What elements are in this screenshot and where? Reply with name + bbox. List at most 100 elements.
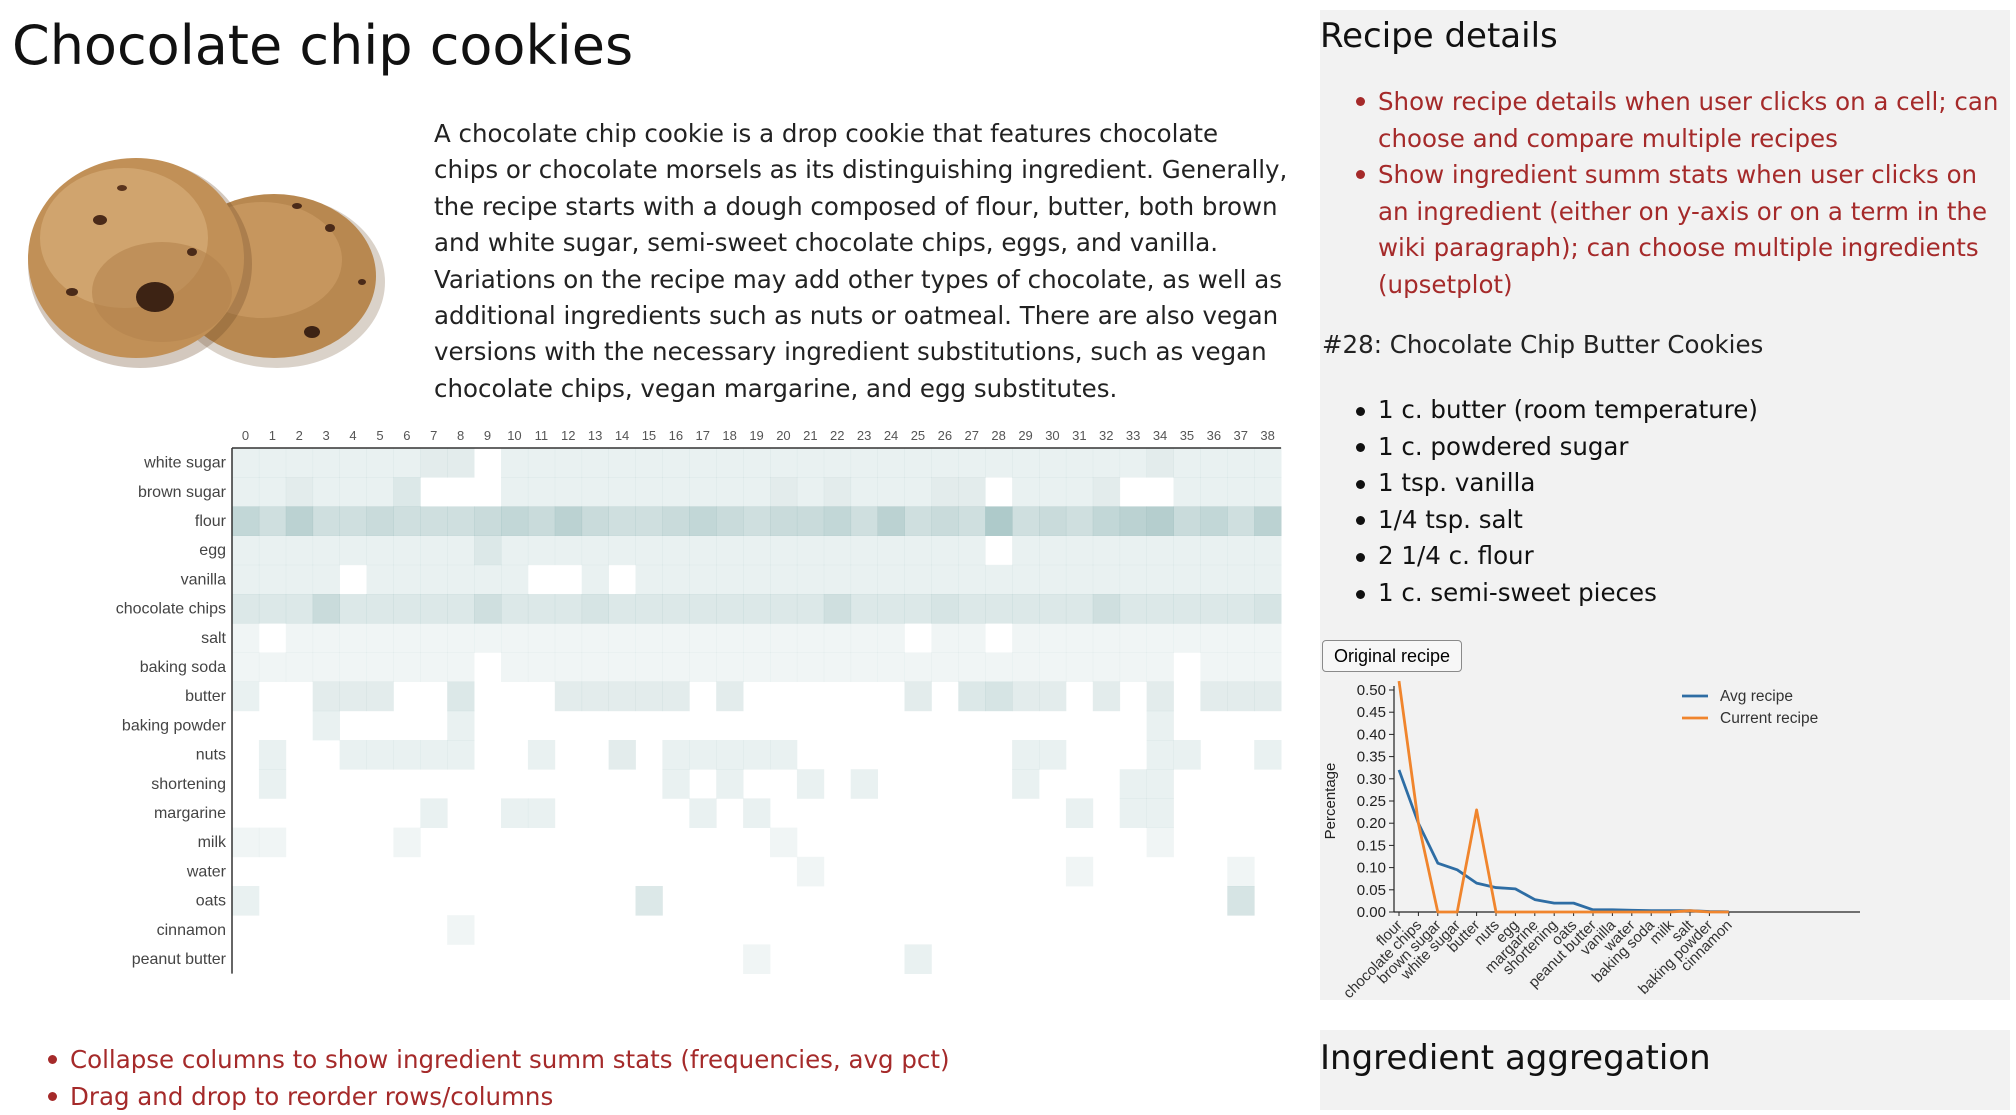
- heatmap-cell[interactable]: [608, 535, 636, 566]
- heatmap-cell[interactable]: [474, 564, 502, 595]
- heatmap-cell[interactable]: [1065, 448, 1094, 478]
- heatmap-cell[interactable]: [931, 506, 959, 536]
- heatmap-cell[interactable]: [1254, 477, 1282, 507]
- heatmap-cell[interactable]: [743, 477, 771, 507]
- heatmap-cell[interactable]: [743, 594, 771, 624]
- row-label[interactable]: nuts: [196, 747, 226, 764]
- heatmap-cell[interactable]: [608, 623, 636, 653]
- heatmap-cell[interactable]: [796, 623, 825, 653]
- heatmap-cell[interactable]: [1092, 652, 1121, 682]
- heatmap-cell[interactable]: [689, 594, 717, 624]
- heatmap-cell[interactable]: [770, 564, 798, 595]
- heatmap-cell[interactable]: [1254, 623, 1282, 653]
- heatmap-cell[interactable]: [393, 652, 421, 682]
- heatmap-cell[interactable]: [1039, 681, 1067, 712]
- heatmap-cell[interactable]: [958, 448, 986, 478]
- heatmap-cell[interactable]: [258, 652, 287, 682]
- heatmap-cell[interactable]: [689, 564, 717, 595]
- heatmap-cell[interactable]: [985, 448, 1013, 478]
- heatmap-cell[interactable]: [258, 769, 287, 799]
- heatmap-cell[interactable]: [393, 827, 421, 858]
- heatmap-cell[interactable]: [339, 623, 367, 653]
- heatmap-cell[interactable]: [1012, 623, 1040, 653]
- heatmap-cell[interactable]: [770, 477, 798, 507]
- heatmap-cell[interactable]: [877, 477, 905, 507]
- heatmap-cell[interactable]: [770, 506, 798, 536]
- heatmap-cell[interactable]: [339, 740, 367, 770]
- heatmap-cell[interactable]: [232, 623, 260, 653]
- heatmap-cell[interactable]: [501, 535, 529, 566]
- heatmap-cell[interactable]: [312, 506, 340, 536]
- row-label[interactable]: cinnamon: [157, 922, 226, 939]
- heatmap-cell[interactable]: [1065, 535, 1094, 566]
- ingredient-heatmap[interactable]: 0 1 2 3 4 5 6 7 8 9 10 11 12 13 14 15 16 17 18 19 20 21 22 23 24…: [0, 420, 1290, 980]
- heatmap-cell[interactable]: [1173, 535, 1201, 566]
- heatmap-cell[interactable]: [474, 535, 502, 566]
- heatmap-cell[interactable]: [393, 623, 421, 653]
- heatmap-cell[interactable]: [1039, 448, 1067, 478]
- heatmap-cell[interactable]: [581, 477, 609, 507]
- heatmap-cell[interactable]: [689, 798, 717, 828]
- column-label[interactable]: 19: [749, 428, 763, 443]
- row-label[interactable]: butter: [185, 688, 227, 705]
- heatmap-cell[interactable]: [662, 769, 690, 799]
- heatmap-cell[interactable]: [662, 681, 690, 712]
- heatmap-cell[interactable]: [1039, 623, 1067, 653]
- heatmap-cell[interactable]: [985, 506, 1013, 536]
- heatmap-cell[interactable]: [1012, 477, 1040, 507]
- heatmap-cell[interactable]: [501, 564, 529, 595]
- heatmap-cell[interactable]: [285, 477, 314, 507]
- column-label[interactable]: 23: [857, 428, 871, 443]
- heatmap-cell[interactable]: [527, 506, 556, 536]
- heatmap-cell[interactable]: [1039, 535, 1067, 566]
- heatmap-cell[interactable]: [1146, 769, 1174, 799]
- heatmap-cell[interactable]: [716, 652, 744, 682]
- heatmap-cell[interactable]: [1227, 564, 1255, 595]
- heatmap-cell[interactable]: [1065, 856, 1094, 887]
- column-label[interactable]: 5: [376, 428, 383, 443]
- heatmap-cell[interactable]: [312, 535, 340, 566]
- heatmap-cell[interactable]: [1065, 798, 1094, 828]
- heatmap-cell[interactable]: [662, 623, 690, 653]
- column-label[interactable]: 16: [669, 428, 683, 443]
- heatmap-cell[interactable]: [1012, 564, 1040, 595]
- heatmap-cell[interactable]: [985, 652, 1013, 682]
- heatmap-cell[interactable]: [958, 652, 986, 682]
- heatmap-cell[interactable]: [1039, 740, 1067, 770]
- column-label[interactable]: 0: [242, 428, 249, 443]
- heatmap-cell[interactable]: [608, 594, 636, 624]
- heatmap-cell[interactable]: [1173, 623, 1201, 653]
- row-label[interactable]: chocolate chips: [116, 601, 226, 618]
- heatmap-cell[interactable]: [850, 506, 878, 536]
- heatmap-cell[interactable]: [796, 769, 825, 799]
- heatmap-cell[interactable]: [258, 448, 287, 478]
- heatmap-cell[interactable]: [1039, 594, 1067, 624]
- heatmap-cell[interactable]: [716, 448, 744, 478]
- heatmap-cell[interactable]: [635, 506, 663, 536]
- heatmap-cell[interactable]: [796, 506, 825, 536]
- heatmap-cell[interactable]: [796, 564, 825, 595]
- heatmap-cell[interactable]: [339, 535, 367, 566]
- heatmap-cell[interactable]: [1065, 564, 1094, 595]
- heatmap-cell[interactable]: [608, 681, 636, 712]
- heatmap-cell[interactable]: [1012, 681, 1040, 712]
- heatmap-cell[interactable]: [958, 506, 986, 536]
- heatmap-cell[interactable]: [258, 564, 287, 595]
- column-label[interactable]: 34: [1153, 428, 1167, 443]
- heatmap-cell[interactable]: [258, 594, 287, 624]
- heatmap-cell[interactable]: [447, 915, 475, 945]
- heatmap-cell[interactable]: [716, 769, 744, 799]
- heatmap-cell[interactable]: [420, 535, 448, 566]
- heatmap-cell[interactable]: [1227, 448, 1255, 478]
- heatmap-cell[interactable]: [823, 506, 852, 536]
- row-label[interactable]: white sugar: [143, 455, 226, 472]
- heatmap-cell[interactable]: [1227, 477, 1255, 507]
- heatmap-cell[interactable]: [662, 448, 690, 478]
- heatmap-cell[interactable]: [554, 477, 583, 507]
- heatmap-cell[interactable]: [958, 535, 986, 566]
- heatmap-cell[interactable]: [527, 652, 556, 682]
- column-label[interactable]: 6: [403, 428, 410, 443]
- heatmap-cell[interactable]: [527, 798, 556, 828]
- heatmap-cell[interactable]: [393, 448, 421, 478]
- heatmap-cell[interactable]: [958, 681, 986, 712]
